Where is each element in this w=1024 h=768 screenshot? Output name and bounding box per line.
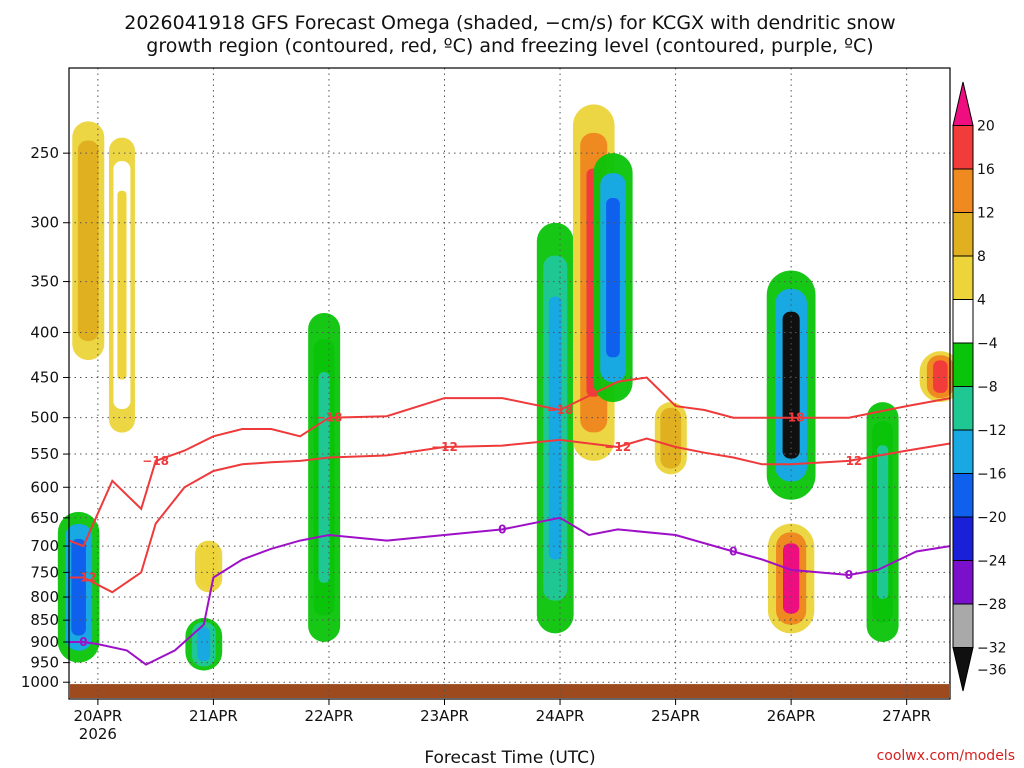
colorbar-label: −16 <box>977 467 1007 483</box>
freezing-level-contour-line <box>69 516 951 666</box>
x-tick-sublabel: 2026 <box>79 725 117 743</box>
colorbar-swatch <box>952 125 974 170</box>
dgz-minus18-contour-label: −18 <box>316 411 343 425</box>
y-tick-label: 600 <box>30 478 59 496</box>
omega-cell-core <box>203 549 214 583</box>
colorbar-label: −24 <box>977 554 1007 570</box>
chart-title-line1: 2026041918 GFS Forecast Omega (shaded, −… <box>124 12 895 34</box>
colorbar-swatch <box>952 429 974 474</box>
omega-cell-core <box>665 415 677 462</box>
omega-cell-core <box>783 543 800 614</box>
omega-cell-core <box>197 627 211 662</box>
dgz-minus12-contour-label: −12 <box>604 440 631 454</box>
freezing-level-contour-label: 0 <box>729 544 737 558</box>
y-tick-label: 500 <box>30 409 59 427</box>
x-tick-label: 20APR <box>73 707 122 725</box>
colorbar-label: 16 <box>977 162 995 178</box>
colorbar-swatch <box>952 386 974 431</box>
x-tick-label: 27APR <box>882 707 931 725</box>
y-tick-label: 800 <box>30 588 59 606</box>
colorbar-swatch <box>952 168 974 213</box>
dgz-minus12-contour-label: −12 <box>431 440 458 454</box>
colorbar-label: 12 <box>977 206 995 222</box>
dgz-minus12-contour-label: −12 <box>70 570 97 584</box>
colorbar-swatch <box>952 255 974 300</box>
x-tick-label: 23APR <box>420 707 469 725</box>
dgz-minus12-contour-line <box>69 437 951 594</box>
dgz-minus18-contour-label: −18 <box>547 403 574 417</box>
omega-cell-core <box>933 360 948 393</box>
colorbar-label: 8 <box>977 249 986 265</box>
colorbar-swatch <box>952 473 974 518</box>
colorbar-swatch <box>952 342 974 387</box>
colorbar-swatch <box>952 560 974 605</box>
omega-cell-core <box>548 296 562 560</box>
colorbar-top-arrow <box>952 81 974 126</box>
x-axis-title: Forecast Time (UTC) <box>424 748 595 768</box>
dgz-minus18-contour-label: −18 <box>778 411 805 425</box>
temperature-contours: −18 −18 −18 −18 −12 −12 −12 −12 0 0 0 0 <box>68 376 951 666</box>
y-tick-label: 750 <box>30 563 59 581</box>
dgz-minus12-contour-label: −12 <box>836 454 863 468</box>
y-axis: 250 300 350 400 450 500 550 600 650 700 750 800 850 9… <box>21 144 69 691</box>
colorbar-bottom-arrow <box>952 647 974 692</box>
plot-frame <box>68 67 951 700</box>
omega-cell-core <box>71 539 86 636</box>
colorbar: 20 16 12 8 4 −4 −8 −12 −16 −20 −24 −28 −32 −36 <box>952 81 1007 692</box>
y-tick-label: 450 <box>30 368 59 386</box>
x-tick-label: 26APR <box>767 707 816 725</box>
y-tick-label: 350 <box>30 273 59 291</box>
omega-cell-core <box>318 372 330 583</box>
omega-cell-core <box>117 190 127 380</box>
y-tick-label: 700 <box>30 537 59 555</box>
freezing-level-contour-label: 0 <box>845 568 853 582</box>
freezing-level-contour-label: 0 <box>79 635 87 649</box>
dgz-minus18-contour-label: −18 <box>142 454 169 468</box>
omega-cell-core <box>782 311 800 459</box>
y-tick-label: 550 <box>30 445 59 463</box>
y-tick-label: 1000 <box>21 673 59 691</box>
y-tick-label: 950 <box>30 654 59 672</box>
freezing-level-contour-label: 0 <box>498 522 506 536</box>
y-tick-label: 250 <box>30 144 59 162</box>
colorbar-label: 20 <box>977 119 995 135</box>
colorbar-swatch <box>952 212 974 257</box>
omega-cell-core <box>606 197 620 358</box>
colorbar-label: −32 <box>977 641 1007 657</box>
colorbar-label: −36 <box>977 662 1007 678</box>
omega-cell-core <box>82 164 94 318</box>
x-tick-label: 25APR <box>651 707 700 725</box>
colorbar-swatch <box>952 603 974 648</box>
colorbar-label: −20 <box>977 510 1007 526</box>
y-tick-label: 400 <box>30 324 59 342</box>
x-tick-label: 21APR <box>189 707 238 725</box>
y-tick-label: 900 <box>30 633 59 651</box>
terrain-ground <box>70 684 949 698</box>
colorbar-label: 4 <box>977 293 986 309</box>
colorbar-label: −8 <box>977 380 998 396</box>
x-tick-label: 22APR <box>305 707 354 725</box>
y-tick-label: 650 <box>30 509 59 527</box>
colorbar-label: −28 <box>977 597 1007 613</box>
x-tick-label: 24APR <box>536 707 585 725</box>
credit-link[interactable]: coolwx.com/models <box>877 748 1015 764</box>
colorbar-label: −4 <box>977 336 998 352</box>
dgz-minus18-contour-line <box>68 376 951 548</box>
omega-shading-layer <box>57 104 962 698</box>
chart-grid <box>69 68 950 699</box>
y-tick-label: 850 <box>30 611 59 629</box>
colorbar-swatch <box>952 516 974 561</box>
colorbar-label: −12 <box>977 423 1007 439</box>
chart-title-line2: growth region (contoured, red, ºC) and f… <box>146 35 873 57</box>
omega-cell-core <box>877 445 889 599</box>
y-tick-label: 300 <box>30 214 59 232</box>
colorbar-swatch <box>952 299 974 344</box>
